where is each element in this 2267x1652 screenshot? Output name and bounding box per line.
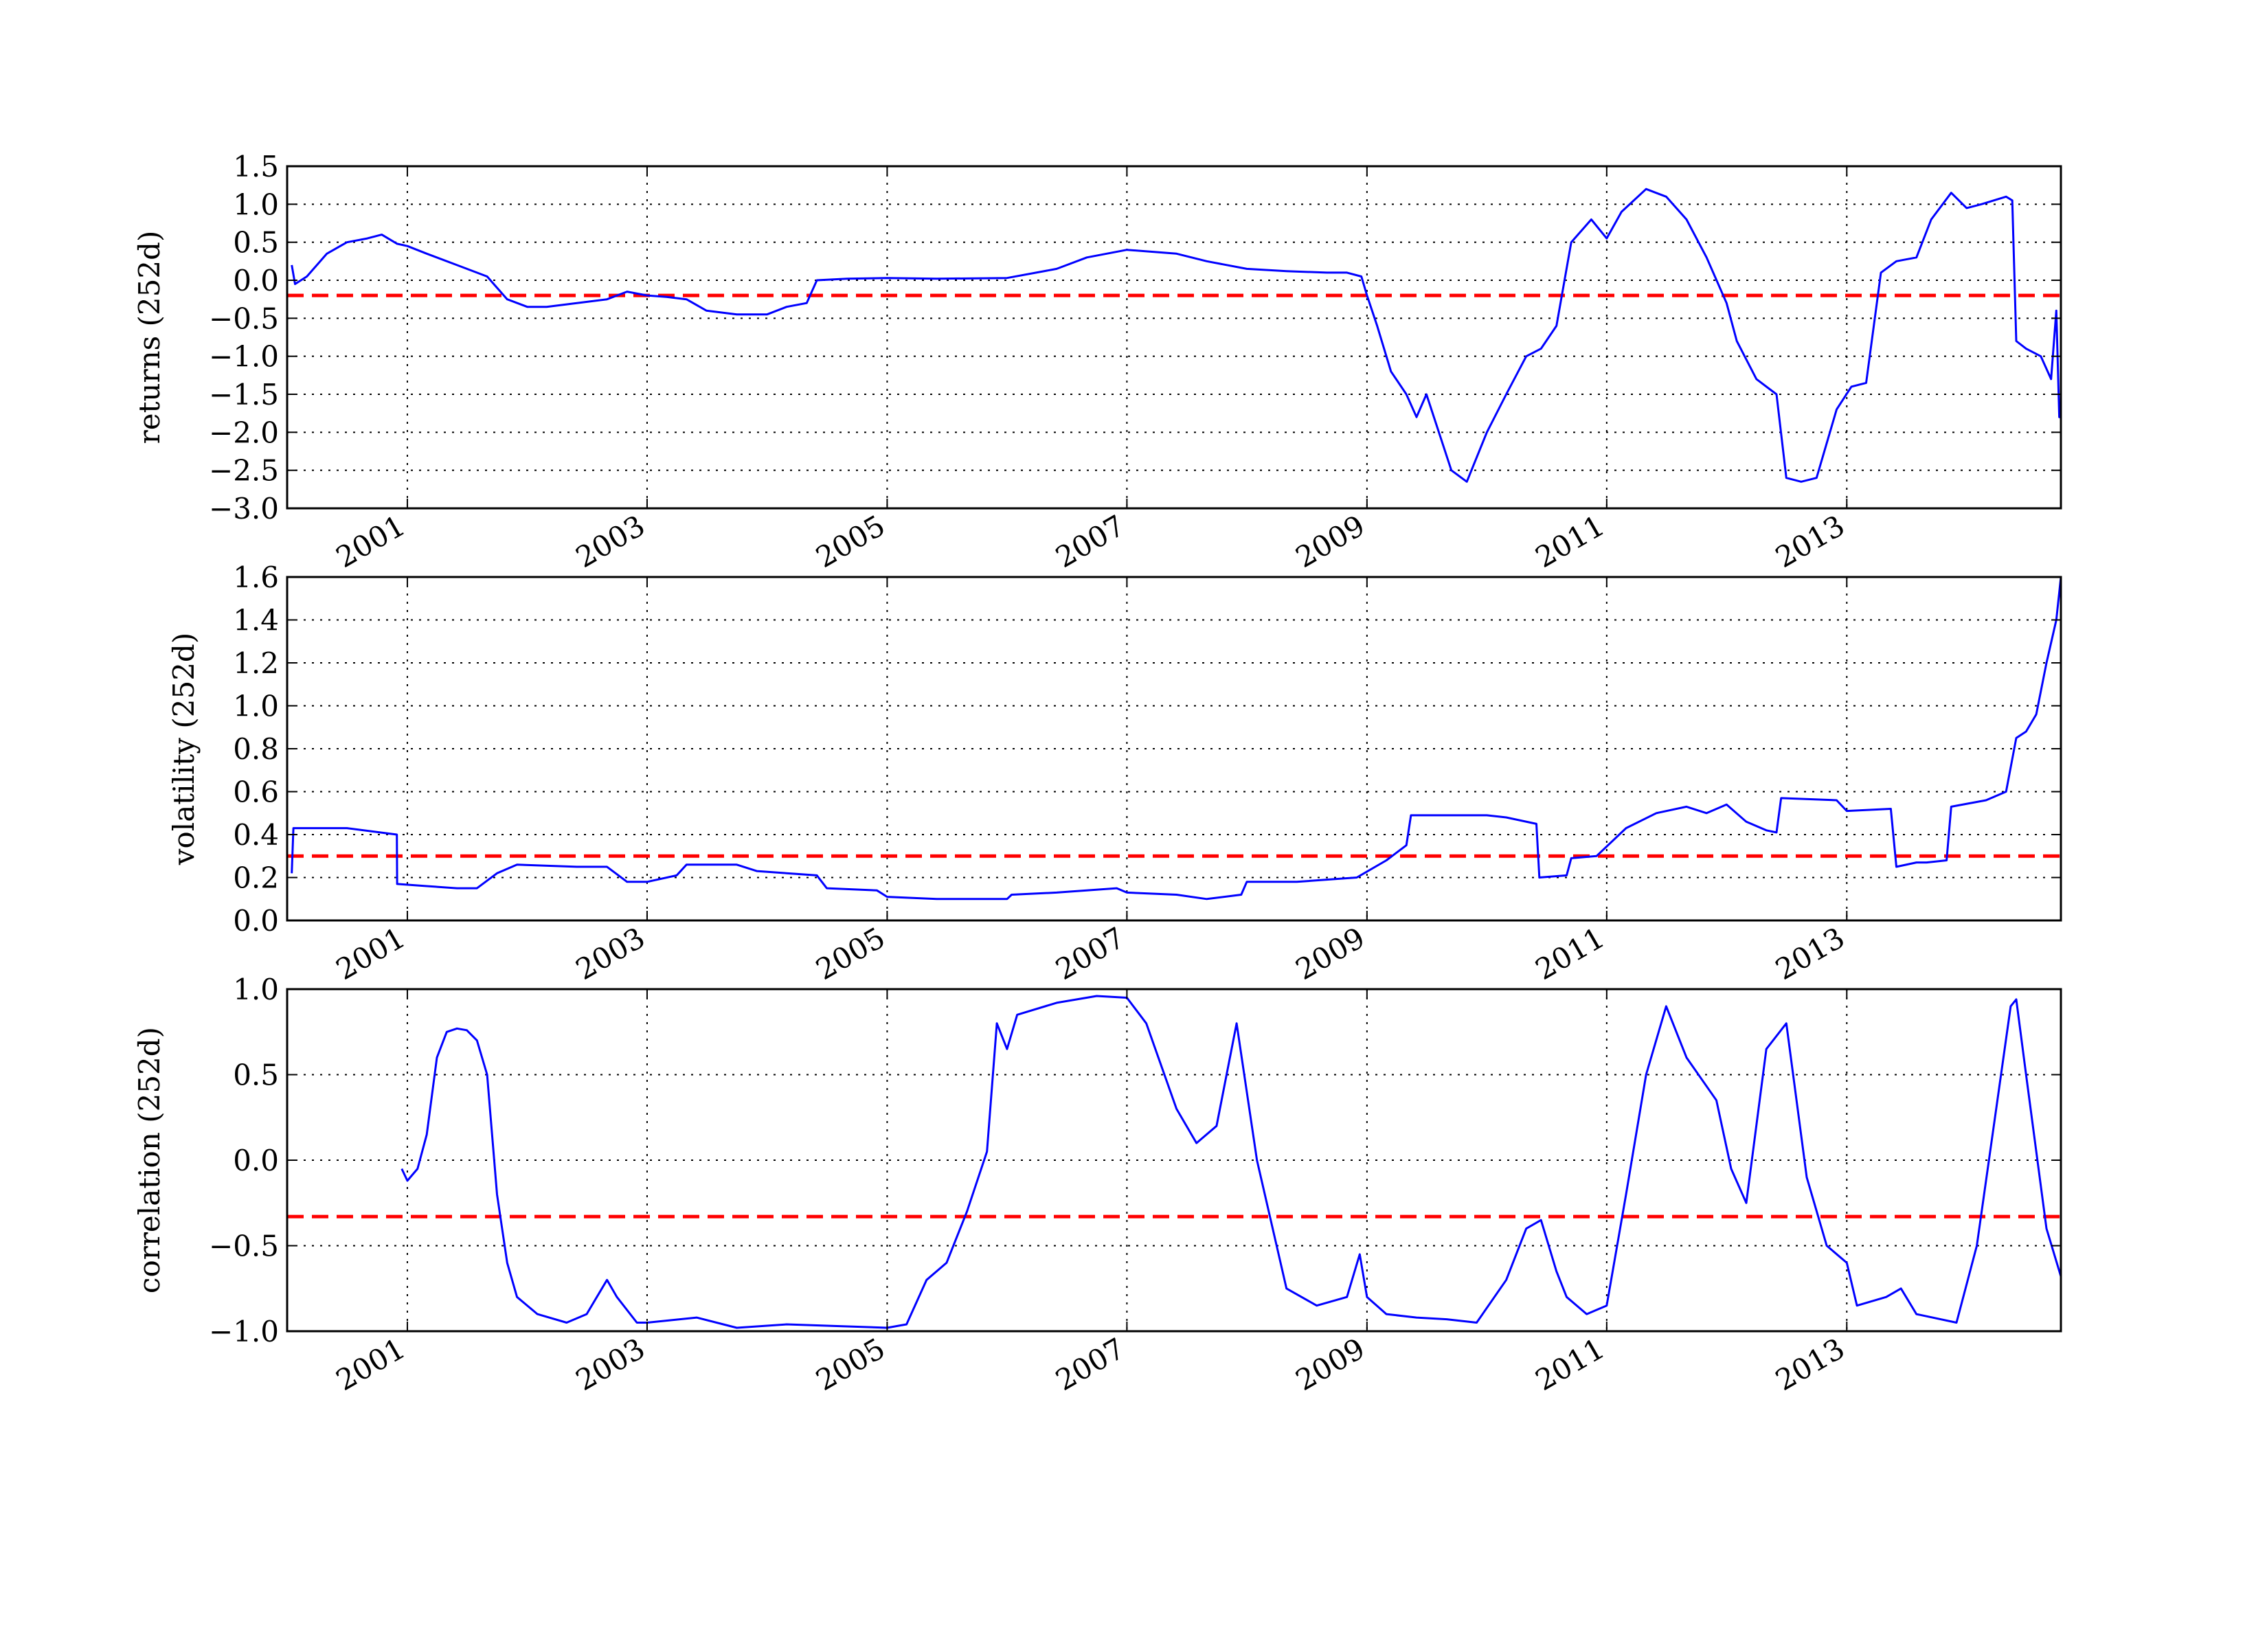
- returns-ytick-label: 1.0: [233, 188, 279, 221]
- correlation-ylabel: correlation (252d): [133, 1027, 166, 1293]
- returns-ytick-label: −2.5: [209, 454, 279, 488]
- returns-ytick-label: −0.5: [209, 302, 279, 335]
- correlation-ytick-label: 1.0: [233, 973, 279, 1006]
- returns-ytick-label: −1.5: [209, 378, 279, 411]
- volatility-ytick-label: 0.2: [233, 861, 279, 895]
- correlation-ytick-label: −0.5: [209, 1230, 279, 1263]
- correlation-ytick-label: −1.0: [209, 1315, 279, 1348]
- volatility-ytick-label: 1.0: [233, 690, 279, 723]
- returns-ytick-label: −1.0: [209, 340, 279, 374]
- returns-ytick-label: −3.0: [209, 492, 279, 525]
- volatility-ytick-label: 0.4: [233, 818, 279, 852]
- volatility-ytick-label: 0.0: [233, 904, 279, 938]
- returns-series-line: [291, 188, 2061, 483]
- volatility-ylabel: volatility (252d): [167, 633, 201, 865]
- volatility-panel: 1.61.41.21.00.80.60.40.20.0 2001 2003 2005 2…: [167, 561, 2062, 986]
- correlation-ytick-label: 0.5: [233, 1059, 279, 1092]
- returns-plot-frame: [286, 165, 2062, 510]
- volatility-ytick-label: 0.8: [233, 732, 279, 766]
- correlation-series-line: [401, 995, 2062, 1329]
- volatility-ytick-label: 0.6: [233, 776, 279, 809]
- volatility-ytick-label: 1.4: [233, 604, 279, 637]
- volatility-ytick-label: 1.6: [233, 561, 279, 594]
- returns-ytick-label: 0.5: [233, 226, 279, 260]
- returns-ylabel: returns (252d): [133, 231, 166, 444]
- returns-ytick-label: 1.5: [233, 150, 279, 183]
- volatility-series-line: [291, 576, 2062, 901]
- correlation-ytick-label: 0.0: [233, 1144, 279, 1177]
- returns-ytick-label: 0.0: [233, 264, 279, 297]
- volatility-ytick-label: 1.2: [233, 646, 279, 680]
- returns-ytick-label: −2.0: [209, 416, 279, 449]
